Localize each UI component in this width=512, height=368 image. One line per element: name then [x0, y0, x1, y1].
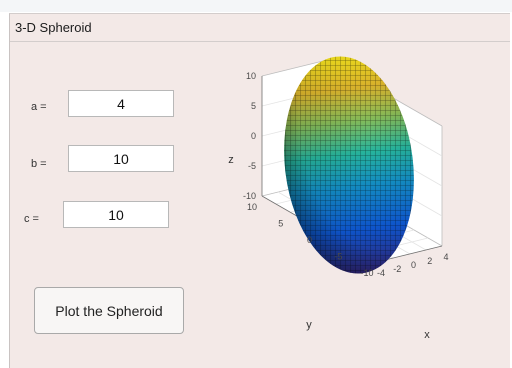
x-axis-label: x	[424, 329, 430, 341]
y-axis-label: y	[306, 319, 312, 331]
x-tick-label: -4	[377, 268, 385, 278]
plot-spheroid-button[interactable]: Plot the Spheroid	[34, 287, 184, 334]
z-tick-label: -10	[243, 191, 256, 201]
z-axis-ticks: 10 5 0 -5 -10	[243, 71, 256, 201]
y-axis-ticks: 10 5 0 -5 -10	[247, 202, 374, 278]
y-tick-label: -10	[360, 268, 373, 278]
y-tick-label: -5	[334, 252, 342, 262]
z-tick-label: 10	[246, 71, 256, 81]
x-tick-label: -2	[393, 264, 401, 274]
window-top-strip	[0, 0, 512, 12]
z-tick-label: 0	[251, 131, 256, 141]
z-axis-label: z	[228, 154, 234, 166]
z-tick-label: -5	[248, 161, 256, 171]
panel-header: 3-D Spheroid	[10, 14, 510, 42]
x-tick-label: 4	[443, 252, 448, 262]
b-label: b =	[31, 158, 47, 170]
y-tick-label: 0	[307, 235, 312, 245]
panel-title: 3-D Spheroid	[15, 20, 92, 35]
y-tick-label: 10	[247, 202, 257, 212]
y-tick-label: 5	[278, 219, 283, 229]
a-field[interactable]	[68, 90, 174, 117]
a-label: a =	[31, 101, 47, 113]
x-tick-label: 0	[411, 260, 416, 270]
b-field[interactable]	[68, 145, 174, 172]
x-tick-label: 2	[427, 256, 432, 266]
c-field[interactable]	[63, 201, 169, 228]
z-tick-label: 5	[251, 101, 256, 111]
x-axis-ticks: -4 -2 0 2 4	[377, 252, 449, 278]
spheroid-surface	[280, 50, 420, 280]
c-label: c =	[24, 213, 39, 225]
